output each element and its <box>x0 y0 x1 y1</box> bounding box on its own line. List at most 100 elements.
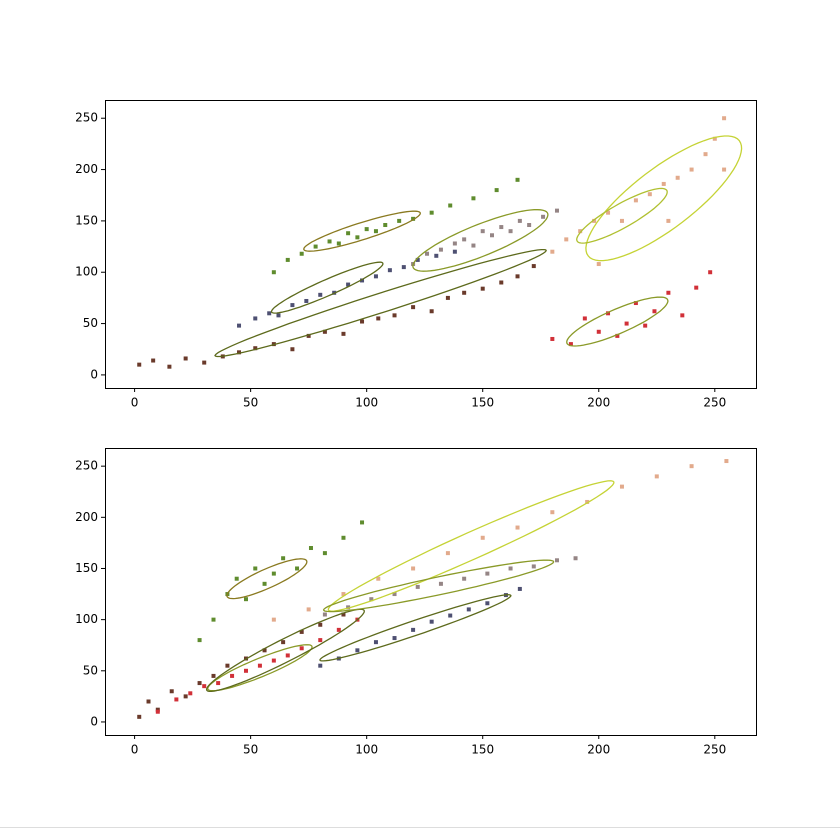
point <box>429 210 434 215</box>
point <box>411 566 416 571</box>
point <box>360 319 365 324</box>
x-tick-label: 150 <box>471 396 494 410</box>
point <box>322 329 327 334</box>
y-tick-label: 200 <box>75 162 98 176</box>
point <box>262 648 267 653</box>
point <box>306 607 311 612</box>
point <box>253 316 258 321</box>
point <box>253 346 258 351</box>
point <box>360 278 365 283</box>
y-tick-label: 150 <box>75 561 98 575</box>
point <box>585 499 590 504</box>
point <box>376 576 381 581</box>
point <box>202 684 207 689</box>
ellipse <box>566 296 669 347</box>
point <box>397 218 402 223</box>
point <box>257 663 262 668</box>
point <box>383 223 388 228</box>
point <box>146 699 151 704</box>
point <box>703 152 708 157</box>
point <box>318 622 323 627</box>
point <box>568 342 573 347</box>
ellipse <box>226 558 308 600</box>
point <box>466 607 471 612</box>
point <box>415 257 420 262</box>
point <box>299 629 304 634</box>
x-tick-label: 100 <box>355 396 378 410</box>
point <box>306 333 311 338</box>
point <box>680 313 685 318</box>
point <box>517 586 522 591</box>
point <box>592 218 597 223</box>
point <box>183 356 188 361</box>
axes: 0 50 100 150 200 250 0 50 100 150 200 250 <box>75 448 757 757</box>
x-tick-label: 200 <box>587 396 610 410</box>
point <box>438 581 443 586</box>
point <box>445 295 450 300</box>
x-tick-label: 250 <box>703 396 726 410</box>
point <box>392 313 397 318</box>
point <box>237 350 242 355</box>
ellipse <box>585 135 743 262</box>
point <box>243 668 248 673</box>
point <box>387 268 392 273</box>
point <box>675 175 680 180</box>
axes-frame <box>105 448 757 736</box>
point <box>661 181 666 186</box>
point <box>708 270 713 275</box>
point <box>281 556 286 561</box>
point <box>480 535 485 540</box>
point <box>429 619 434 624</box>
ellipse <box>327 480 615 612</box>
point <box>666 290 671 295</box>
point <box>304 298 309 303</box>
point <box>183 694 188 699</box>
point <box>564 237 569 242</box>
ellipse <box>576 187 668 244</box>
point <box>647 192 652 197</box>
y-tick-label: 50 <box>83 316 98 330</box>
ellipse <box>412 209 549 272</box>
point <box>448 203 453 208</box>
point <box>515 177 520 182</box>
point <box>290 347 295 352</box>
point <box>401 265 406 270</box>
y-tick-label: 200 <box>75 510 98 524</box>
point <box>271 571 276 576</box>
point <box>369 597 374 602</box>
point <box>225 663 230 668</box>
point <box>373 274 378 279</box>
point <box>364 227 369 232</box>
point <box>174 697 179 702</box>
point <box>137 362 142 367</box>
y-tick-label: 50 <box>83 663 98 677</box>
point <box>606 311 611 316</box>
point <box>429 309 434 314</box>
point <box>151 358 156 363</box>
point <box>318 292 323 297</box>
point <box>392 592 397 597</box>
y-tick-label: 0 <box>90 714 98 728</box>
ellipse <box>205 608 365 693</box>
point <box>234 576 239 581</box>
point <box>550 336 555 341</box>
point <box>271 617 276 622</box>
point <box>285 653 290 658</box>
point <box>652 309 657 314</box>
point <box>462 576 467 581</box>
point <box>438 247 443 252</box>
y-tick-label: 150 <box>75 213 98 227</box>
point <box>633 301 638 306</box>
point <box>308 546 313 551</box>
point <box>694 285 699 290</box>
point <box>480 229 485 234</box>
point <box>499 280 504 285</box>
point <box>689 464 694 469</box>
point <box>485 601 490 606</box>
point <box>596 329 601 334</box>
point <box>313 244 318 249</box>
point <box>515 274 520 279</box>
point <box>615 333 620 338</box>
point <box>169 689 174 694</box>
